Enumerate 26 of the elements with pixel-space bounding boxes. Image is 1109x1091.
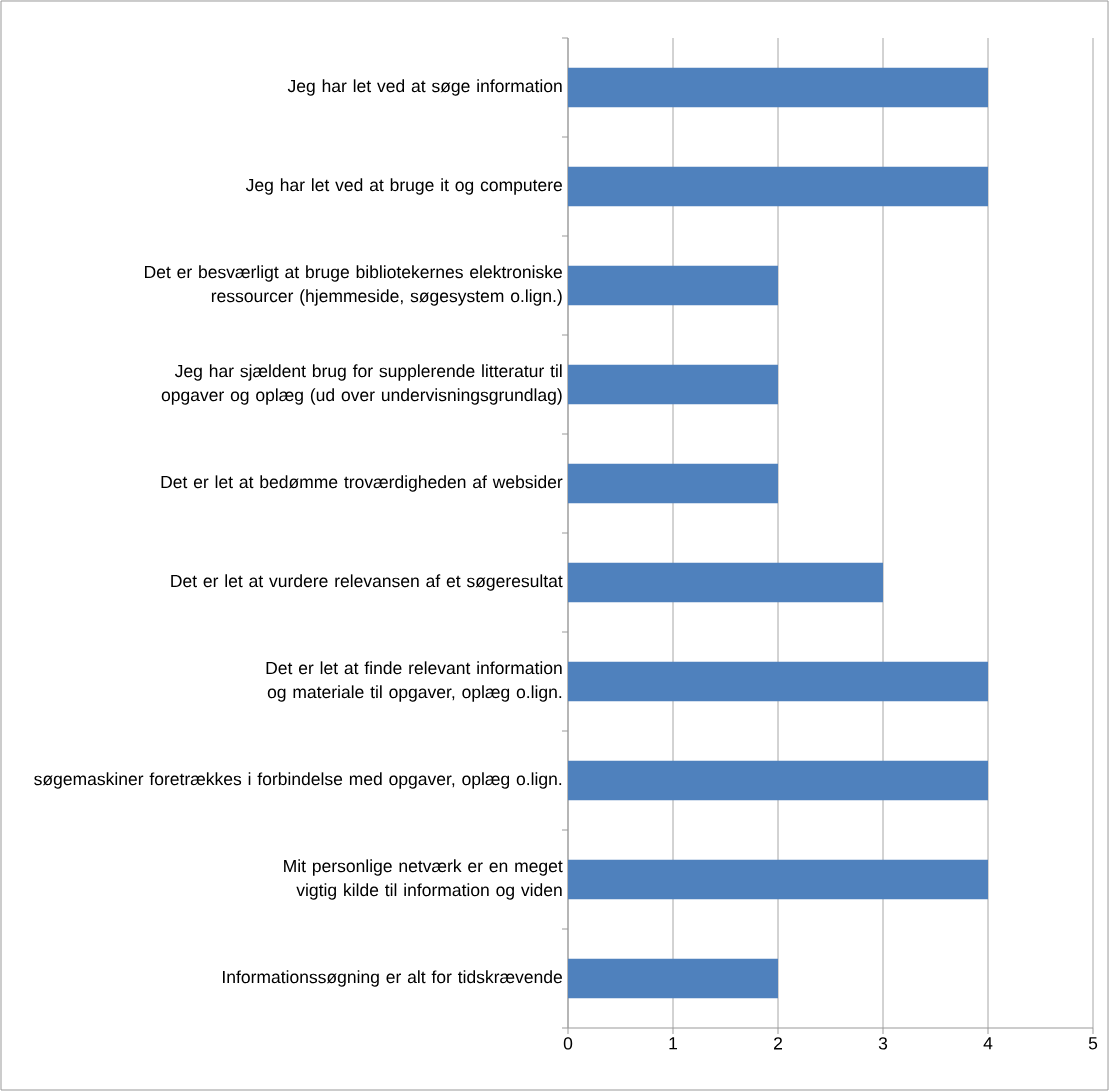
y-tick-label: Jeg har sjældent brug for supplerende litteratur til opgaver og oplæg (ud over undervisningsgrundlag): [161, 364, 562, 405]
x-tick-label: 1: [669, 1037, 678, 1050]
y-tick-label: Jeg har let ved at bruge it og computere: [245, 178, 562, 195]
y-tick-label: Informationssøgning er alt for tidskrævende: [223, 970, 562, 987]
x-tick-label: 3: [878, 1037, 888, 1050]
y-tick-label: Det er let at vurdere relevansen af et søgeresultat: [171, 574, 563, 591]
bar: [568, 859, 988, 900]
bar: [568, 166, 988, 207]
y-tick-label: Mit personlige netværk er en meget vigtig kilde til information og viden: [284, 859, 563, 900]
bar: [568, 562, 883, 603]
x-tick-label: 0: [563, 1037, 573, 1050]
bar: [568, 265, 778, 306]
x-tick-label: 2: [774, 1037, 782, 1050]
bar: [568, 958, 778, 999]
y-tick-label: Jeg har let ved at søge information: [287, 79, 562, 96]
x-tick-label: 5: [1088, 1037, 1098, 1050]
x-tick-label: 4: [983, 1037, 993, 1050]
bar: [568, 463, 778, 504]
y-tick-label: Det er let at finde relevant information og materiale til opgaver, oplæg o.lign.: [266, 661, 562, 702]
y-tick-label: søgemaskiner foretrækkes i forbindelse med opgaver, oplæg o.lign.: [34, 772, 562, 789]
bar: [568, 760, 988, 801]
bar: [568, 364, 778, 405]
bar: [568, 67, 988, 108]
bar: [568, 661, 988, 702]
y-tick-label: Det er let at bedømme troværdigheden af websider: [161, 475, 563, 492]
y-tick-label: Det er besværligt at bruge bibliotekernes elektroniske ressourcer (hjemmeside, søgesystem o.lign.): [145, 265, 562, 306]
